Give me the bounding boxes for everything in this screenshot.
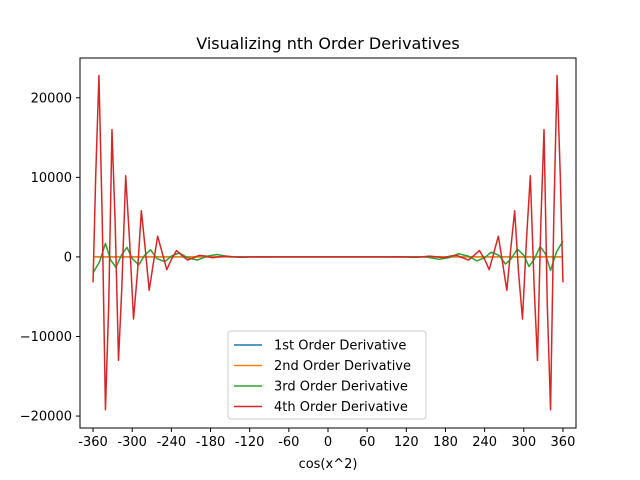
x-tick-label: 120 [394, 435, 419, 450]
x-axis: -360 -300 -240 -180 -120 -60 0 60 120 180 240 300 36… [78, 428, 575, 450]
y-tick-label: −20000 [20, 410, 72, 425]
series-layer [92, 74, 564, 411]
y-axis: −20000 −10000 0 10000 20000 [20, 91, 80, 425]
legend-entry-label: 2nd Order Derivative [274, 359, 411, 374]
legend-entry-label: 1st Order Derivative [274, 339, 406, 354]
x-tick-label: 300 [511, 435, 536, 450]
series-line-4 [92, 74, 564, 411]
x-tick-label: -60 [278, 435, 299, 450]
legend-entry-label: 4th Order Derivative [274, 400, 408, 415]
y-tick-label: −10000 [20, 330, 72, 345]
x-tick-label: -120 [235, 435, 265, 450]
chart-title: Visualizing nth Order Derivatives [196, 34, 459, 53]
x-tick-label: 0 [324, 435, 332, 450]
x-tick-label: -240 [157, 435, 187, 450]
x-tick-label: -180 [196, 435, 226, 450]
x-tick-label: 360 [551, 435, 576, 450]
x-tick-label: 60 [359, 435, 376, 450]
x-tick-label: -300 [117, 435, 147, 450]
legend-entry-label: 3rd Order Derivative [274, 380, 408, 395]
y-tick-label: 10000 [31, 171, 72, 186]
x-axis-label: cos(x^2) [299, 457, 358, 472]
x-tick-label: -360 [78, 435, 108, 450]
x-tick-label: 180 [433, 435, 458, 450]
y-tick-label: 0 [64, 250, 72, 265]
legend: 1st Order Derivative 2nd Order Derivative… [227, 330, 427, 420]
legend-frame [227, 330, 427, 420]
x-tick-label: 240 [472, 435, 497, 450]
y-tick-label: 20000 [31, 91, 72, 106]
plot-area [92, 74, 564, 411]
